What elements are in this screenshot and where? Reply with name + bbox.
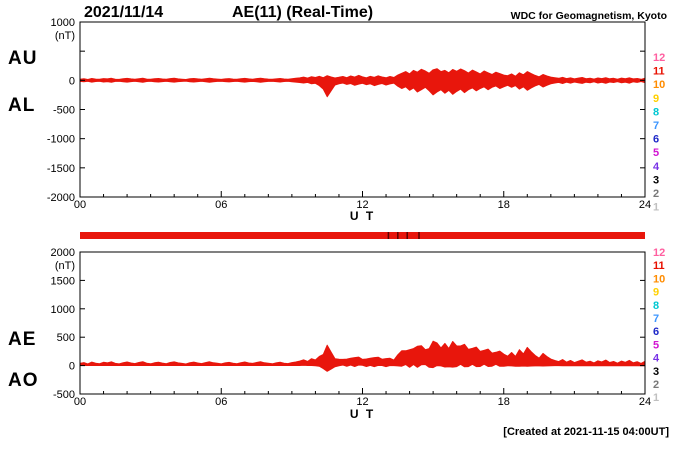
y-tick-label: 1500 <box>51 275 75 287</box>
station-number: 9 <box>653 287 659 299</box>
station-number: 8 <box>653 106 659 118</box>
panel-frame <box>79 21 646 198</box>
plot-date: 2021/11/14 <box>84 4 164 21</box>
axis-label-al: AL <box>8 95 36 116</box>
station-number: 8 <box>653 300 659 312</box>
station-number: 4 <box>653 353 660 365</box>
station-number: 2 <box>653 379 659 391</box>
station-number: 11 <box>653 260 665 272</box>
x-tick-label: 24 <box>639 199 651 211</box>
y-axis-unit: (nT) <box>55 30 75 42</box>
station-number: 7 <box>653 313 659 325</box>
axis-label-ao: AO <box>8 370 39 391</box>
trace-ae-ao <box>79 340 646 372</box>
station-number: 11 <box>653 66 665 78</box>
station-number: 3 <box>653 366 659 378</box>
y-tick-label: -1500 <box>47 163 75 175</box>
y-tick-label: -500 <box>53 105 75 117</box>
station-number: 3 <box>653 174 659 186</box>
station-number: 7 <box>653 120 659 132</box>
xaxis-label-bottom: U T <box>349 407 376 421</box>
x-tick-label: 18 <box>498 199 510 211</box>
station-number: 6 <box>653 134 659 146</box>
xaxis-label-top: U T <box>349 209 376 223</box>
y-tick-label: 500 <box>57 332 75 344</box>
x-tick-label: 06 <box>215 396 227 408</box>
y-tick-label: -500 <box>53 389 75 401</box>
station-number: 1 <box>653 392 659 404</box>
axis-label-ae: AE <box>8 329 37 350</box>
x-tick-label: 12 <box>356 396 368 408</box>
station-number: 1 <box>653 202 659 214</box>
station-number: 5 <box>653 147 659 159</box>
x-tick-label: 00 <box>74 199 86 211</box>
x-tick-label: 06 <box>215 199 227 211</box>
station-number: 10 <box>653 79 665 91</box>
y-axis-unit: (nT) <box>55 260 75 272</box>
created-timestamp: [Created at 2021-11-15 04:00UT] <box>503 426 669 438</box>
y-tick-label: 1000 <box>51 17 75 29</box>
station-number: 10 <box>653 273 665 285</box>
plot-title: AE(11) (Real-Time) <box>232 4 374 21</box>
y-tick-label: 1000 <box>51 304 75 316</box>
station-number: 12 <box>653 247 665 259</box>
data-source-label: WDC for Geomagnetism, Kyoto <box>510 10 667 22</box>
station-number: 5 <box>653 339 659 351</box>
y-tick-label: 2000 <box>51 247 75 259</box>
axis-label-au: AU <box>8 48 38 69</box>
y-tick-label: -1000 <box>47 134 75 146</box>
panel-frame <box>79 251 646 395</box>
x-tick-label: 12 <box>356 199 368 211</box>
station-number: 12 <box>653 52 665 64</box>
y-tick-label: 0 <box>69 75 75 87</box>
station-number: 6 <box>653 326 659 338</box>
y-tick-label: -2000 <box>47 192 75 204</box>
x-tick-label: 18 <box>498 396 510 408</box>
station-number: 2 <box>653 188 659 200</box>
y-tick-label: 0 <box>69 361 75 373</box>
x-tick-label: 00 <box>74 396 86 408</box>
station-number: 4 <box>653 161 660 173</box>
trace-au-al <box>79 68 646 98</box>
station-number: 9 <box>653 93 659 105</box>
coverage-bar <box>80 232 645 239</box>
x-tick-label: 24 <box>639 396 651 408</box>
